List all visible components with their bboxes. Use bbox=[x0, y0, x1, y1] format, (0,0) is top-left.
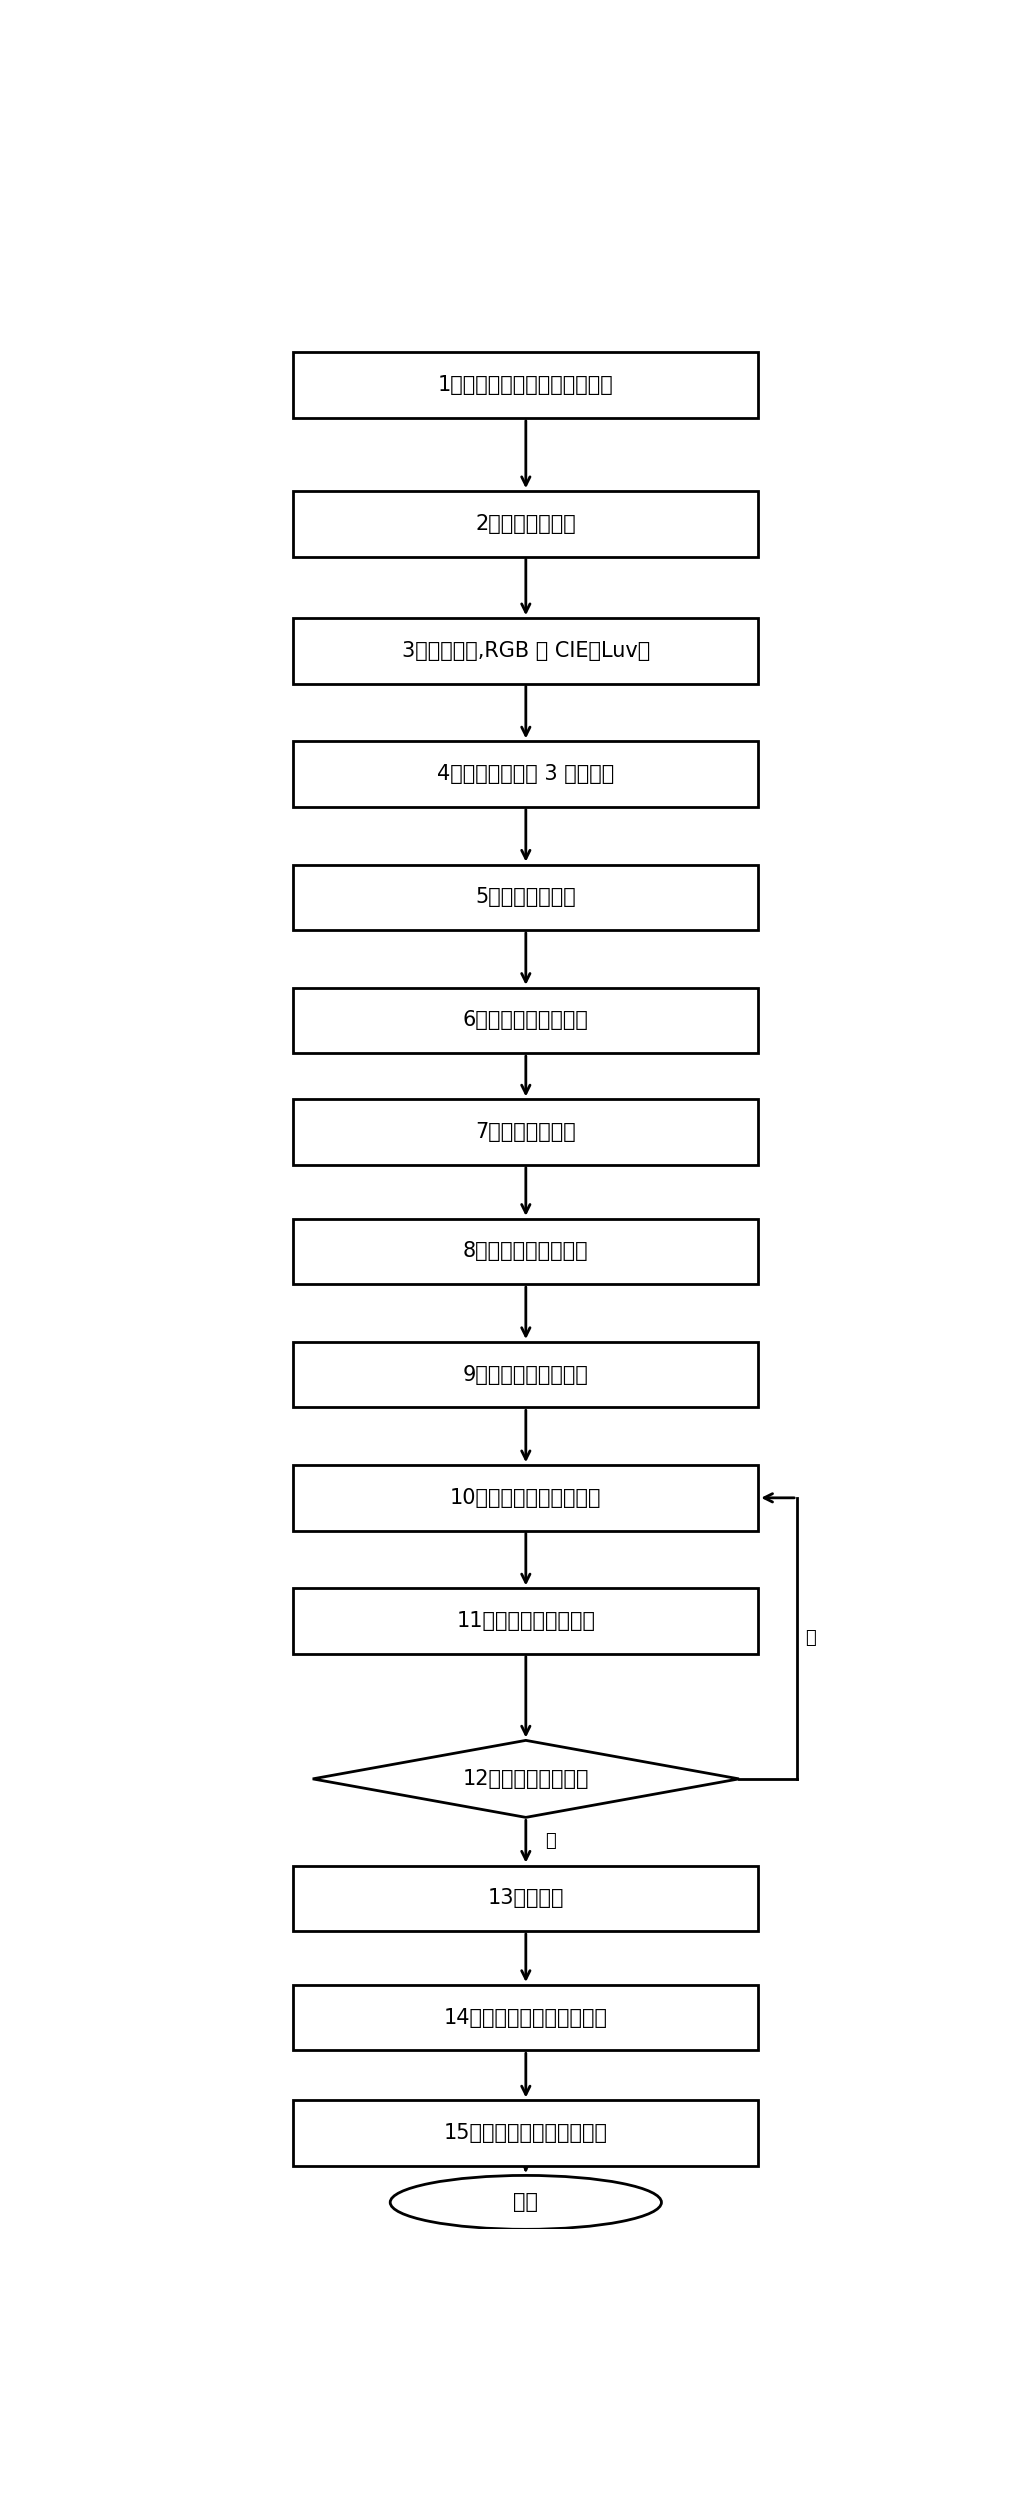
Bar bbox=[293, 2101, 758, 2166]
Text: 3、模式转换,RGB 到 CIE（Luv）: 3、模式转换,RGB 到 CIE（Luv） bbox=[402, 641, 649, 661]
Polygon shape bbox=[313, 1740, 739, 1818]
Text: 1、输入无人机真彩色数码照片: 1、输入无人机真彩色数码照片 bbox=[438, 376, 614, 396]
Bar bbox=[293, 353, 758, 418]
Text: 14、输出套上边界线的图像: 14、输出套上边界线的图像 bbox=[444, 2008, 607, 2028]
Text: 8、交互式提取种子类: 8、交互式提取种子类 bbox=[463, 1242, 589, 1262]
Bar bbox=[293, 1342, 758, 1407]
Text: 7、生成代码图像: 7、生成代码图像 bbox=[475, 1122, 577, 1142]
Bar bbox=[293, 741, 758, 806]
Text: 结束: 结束 bbox=[513, 2194, 539, 2214]
Text: 9、设定一个膨胀模板: 9、设定一个膨胀模板 bbox=[463, 1365, 589, 1385]
Text: 10、特征空间形态学膨胀: 10、特征空间形态学膨胀 bbox=[450, 1487, 601, 1507]
Text: 2、预处理：平滑: 2、预处理：平滑 bbox=[475, 513, 577, 533]
Bar bbox=[293, 1865, 758, 1931]
Text: 15、输出病死林木地理坐标: 15、输出病死林木地理坐标 bbox=[444, 2123, 607, 2143]
Bar bbox=[293, 618, 758, 684]
Bar bbox=[293, 987, 758, 1054]
Text: 13、后处理: 13、后处理 bbox=[487, 1888, 564, 1908]
Bar bbox=[293, 1465, 758, 1530]
Text: 4、生成尺度化后 3 维直方图: 4、生成尺度化后 3 维直方图 bbox=[437, 764, 615, 784]
Bar bbox=[293, 1588, 758, 1653]
Bar bbox=[293, 864, 758, 929]
Bar bbox=[293, 1099, 758, 1164]
Bar bbox=[293, 1219, 758, 1285]
Text: 11、剔除错误膨胀部分: 11、剔除错误膨胀部分 bbox=[457, 1610, 595, 1630]
Ellipse shape bbox=[390, 2176, 662, 2229]
Text: 12、结果满意了吗？: 12、结果满意了吗？ bbox=[463, 1768, 589, 1788]
Bar bbox=[293, 1986, 758, 2051]
Text: 是: 是 bbox=[545, 1833, 556, 1850]
Bar bbox=[293, 491, 758, 556]
Text: 6、生成代码化直方图: 6、生成代码化直方图 bbox=[463, 1012, 589, 1032]
Text: 否: 否 bbox=[804, 1630, 816, 1648]
Text: 5、用爬峰法聚类: 5、用爬峰法聚类 bbox=[475, 886, 577, 906]
